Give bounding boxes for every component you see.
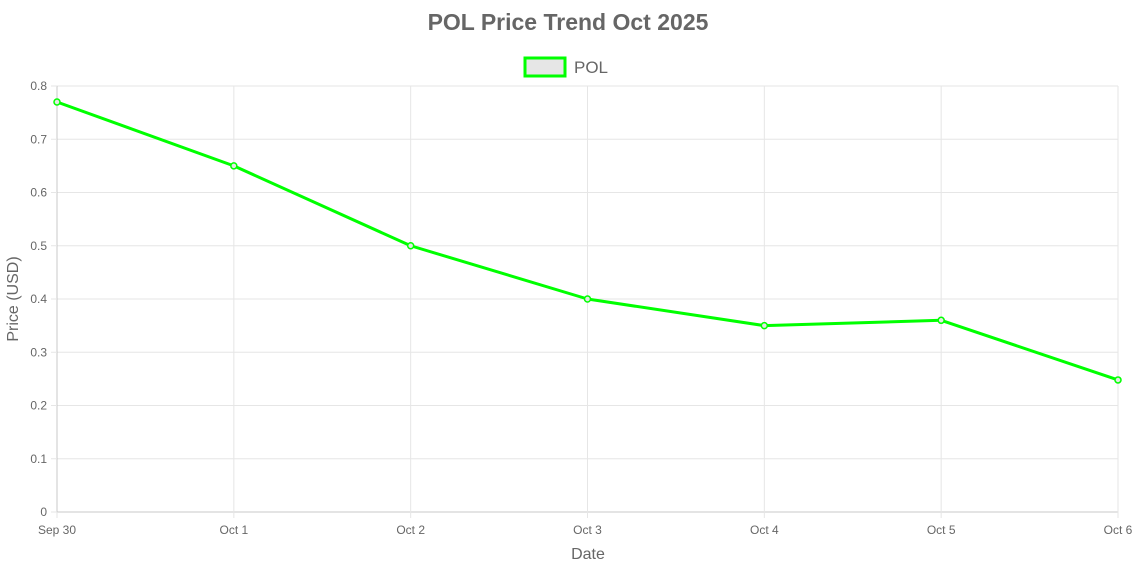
y-tick-label: 0.2 bbox=[30, 399, 47, 413]
data-point[interactable] bbox=[230, 162, 238, 170]
x-tick-label: Oct 2 bbox=[396, 523, 425, 537]
series-pol bbox=[53, 98, 1122, 384]
x-tick-label: Oct 3 bbox=[573, 523, 602, 537]
y-axis-label: Price (USD) bbox=[5, 256, 22, 341]
y-tick-label: 0.6 bbox=[30, 186, 47, 200]
x-axis-label: Date bbox=[571, 546, 605, 563]
y-tick-label: 0 bbox=[40, 505, 47, 519]
y-tick-label: 0.7 bbox=[30, 132, 47, 146]
x-tick-label: Oct 4 bbox=[750, 523, 779, 537]
data-point[interactable] bbox=[1114, 376, 1122, 384]
legend-label-pol: POL bbox=[574, 58, 608, 77]
y-tick-label: 0.4 bbox=[30, 292, 47, 306]
axes bbox=[51, 85, 1119, 518]
data-point[interactable] bbox=[583, 295, 592, 303]
data-point[interactable] bbox=[937, 316, 945, 325]
data-point[interactable] bbox=[760, 321, 769, 330]
x-tick-label: Oct 6 bbox=[1104, 523, 1133, 537]
y-tick-label: 0.1 bbox=[30, 452, 47, 466]
legend[interactable]: POL bbox=[523, 56, 608, 78]
y-tick-label: 0.5 bbox=[30, 239, 47, 253]
data-point[interactable] bbox=[406, 242, 415, 250]
x-tick-label: Oct 5 bbox=[927, 523, 956, 537]
y-axis-tick-labels: 0 0.1 0.2 0.3 0.4 0.5 0.6 0.7 0.8 bbox=[30, 79, 47, 519]
x-tick-label: Oct 1 bbox=[219, 523, 248, 537]
data-point[interactable] bbox=[53, 98, 61, 106]
chart-title: POL Price Trend Oct 2025 bbox=[428, 9, 709, 35]
x-tick-label: Sep 30 bbox=[38, 523, 76, 537]
y-tick-label: 0.8 bbox=[30, 79, 47, 93]
y-tick-label: 0.3 bbox=[30, 345, 47, 359]
x-axis-tick-labels: Sep 30 Oct 1 Oct 2 Oct 3 Oct 4 Oct 5 Oct 6 bbox=[38, 523, 1133, 537]
legend-swatch-pol bbox=[523, 56, 567, 78]
